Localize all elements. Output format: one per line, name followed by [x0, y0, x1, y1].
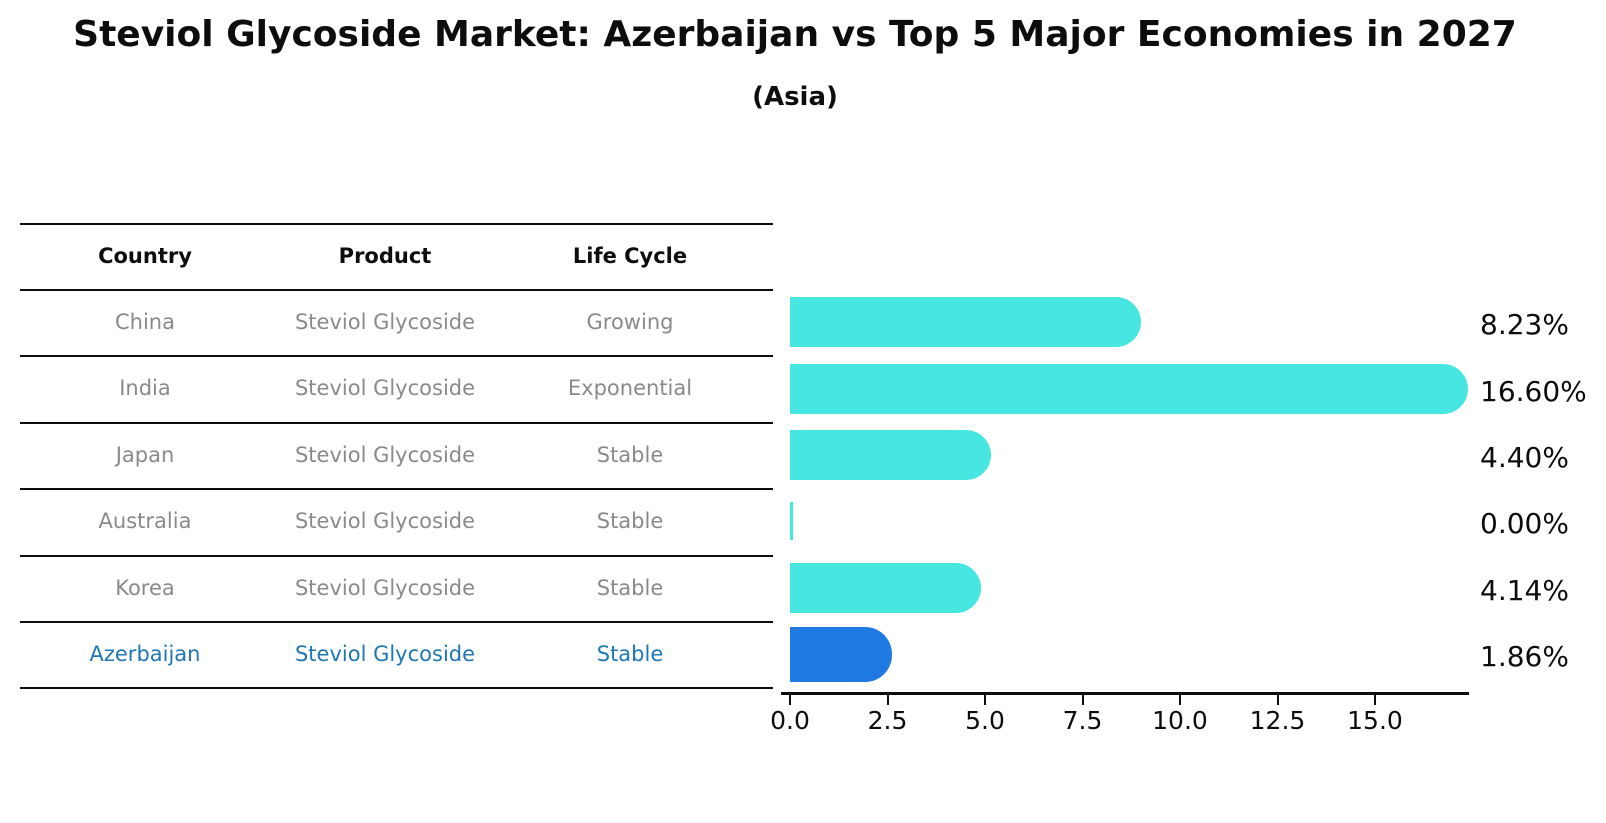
cell-product-australia: Steviol Glycoside: [294, 509, 476, 534]
bar-japan: [790, 430, 991, 480]
x-tick-label-0-0: 0.0: [770, 706, 810, 735]
cell-life_cycle-korea: Stable: [596, 575, 664, 600]
cell-product-india: Steviol Glycoside: [294, 376, 476, 401]
cell-country-india: India: [119, 376, 171, 401]
x-tick-7-5: [1081, 695, 1084, 705]
cell-product-azerbaijan: Steviol Glycoside: [294, 642, 476, 666]
cell-life_cycle-azerbaijan: Stable: [596, 642, 664, 666]
bar-azerbaijan: [790, 626, 892, 682]
x-axis-line: [781, 692, 1469, 695]
x-tick-12-5: [1276, 695, 1279, 705]
cell-product-japan: Steviol Glycoside: [294, 442, 476, 467]
value-label-china: 8.23%: [1480, 308, 1569, 342]
column-header-life-cycle: Life Cycle: [572, 244, 688, 268]
cell-life_cycle-china: Growing: [586, 310, 674, 334]
table-rule: [20, 554, 773, 557]
x-tick-label-10-0: 10.0: [1152, 706, 1208, 735]
cell-country-japan: Japan: [115, 442, 175, 467]
cell-product-korea: Steviol Glycoside: [294, 575, 476, 600]
value-label-azerbaijan: 1.86%: [1480, 640, 1569, 674]
table-rule: [20, 687, 773, 690]
x-tick-label-15-0: 15.0: [1347, 706, 1403, 735]
x-tick-5-0: [984, 695, 986, 705]
cell-life_cycle-japan: Stable: [596, 442, 664, 467]
cell-life_cycle-india: Exponential: [567, 376, 693, 401]
table-rule-top: [20, 223, 773, 225]
bar-china: [790, 297, 1141, 348]
table-rule: [20, 621, 773, 623]
x-tick-15-0: [1374, 695, 1376, 705]
cell-product-china: Steviol Glycoside: [294, 310, 476, 334]
bar-australia: [790, 502, 793, 541]
table-rule: [20, 355, 773, 358]
x-tick-0-0: [789, 695, 791, 705]
value-label-australia: 0.00%: [1480, 507, 1569, 541]
x-tick-label-12-5: 12.5: [1249, 706, 1306, 735]
bar-korea: [790, 562, 981, 613]
x-tick-label-2-5: 2.5: [867, 706, 908, 735]
table-rule: [20, 289, 773, 291]
cell-country-korea: Korea: [115, 575, 175, 600]
column-header-country: Country: [98, 244, 192, 268]
column-header-product: Product: [338, 244, 432, 268]
chart-subtitle: (Asia): [752, 82, 838, 112]
bar-india: [790, 363, 1468, 414]
value-label-korea: 4.14%: [1480, 573, 1569, 607]
x-tick-10-0: [1179, 695, 1181, 705]
cell-country-azerbaijan: Azerbaijan: [89, 642, 201, 666]
value-label-japan: 4.40%: [1480, 441, 1569, 474]
table-rule: [20, 421, 773, 424]
table-rule: [20, 488, 773, 491]
x-tick-label-7-5: 7.5: [1062, 706, 1103, 735]
x-tick-label-5-0: 5.0: [965, 706, 1005, 735]
cell-country-china: China: [115, 310, 175, 334]
cell-life_cycle-australia: Stable: [596, 509, 664, 534]
x-tick-2-5: [886, 695, 889, 705]
chart-title: Steviol Glycoside Market: Azerbaijan vs …: [73, 14, 1517, 55]
cell-country-australia: Australia: [98, 509, 192, 534]
value-label-india: 16.60%: [1480, 374, 1587, 408]
